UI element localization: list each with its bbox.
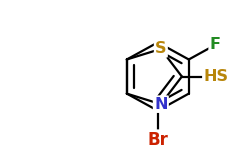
Text: N: N xyxy=(154,97,167,112)
Text: Br: Br xyxy=(147,131,168,149)
Text: F: F xyxy=(210,38,221,52)
Text: S: S xyxy=(155,41,166,56)
Text: HS: HS xyxy=(203,69,228,84)
